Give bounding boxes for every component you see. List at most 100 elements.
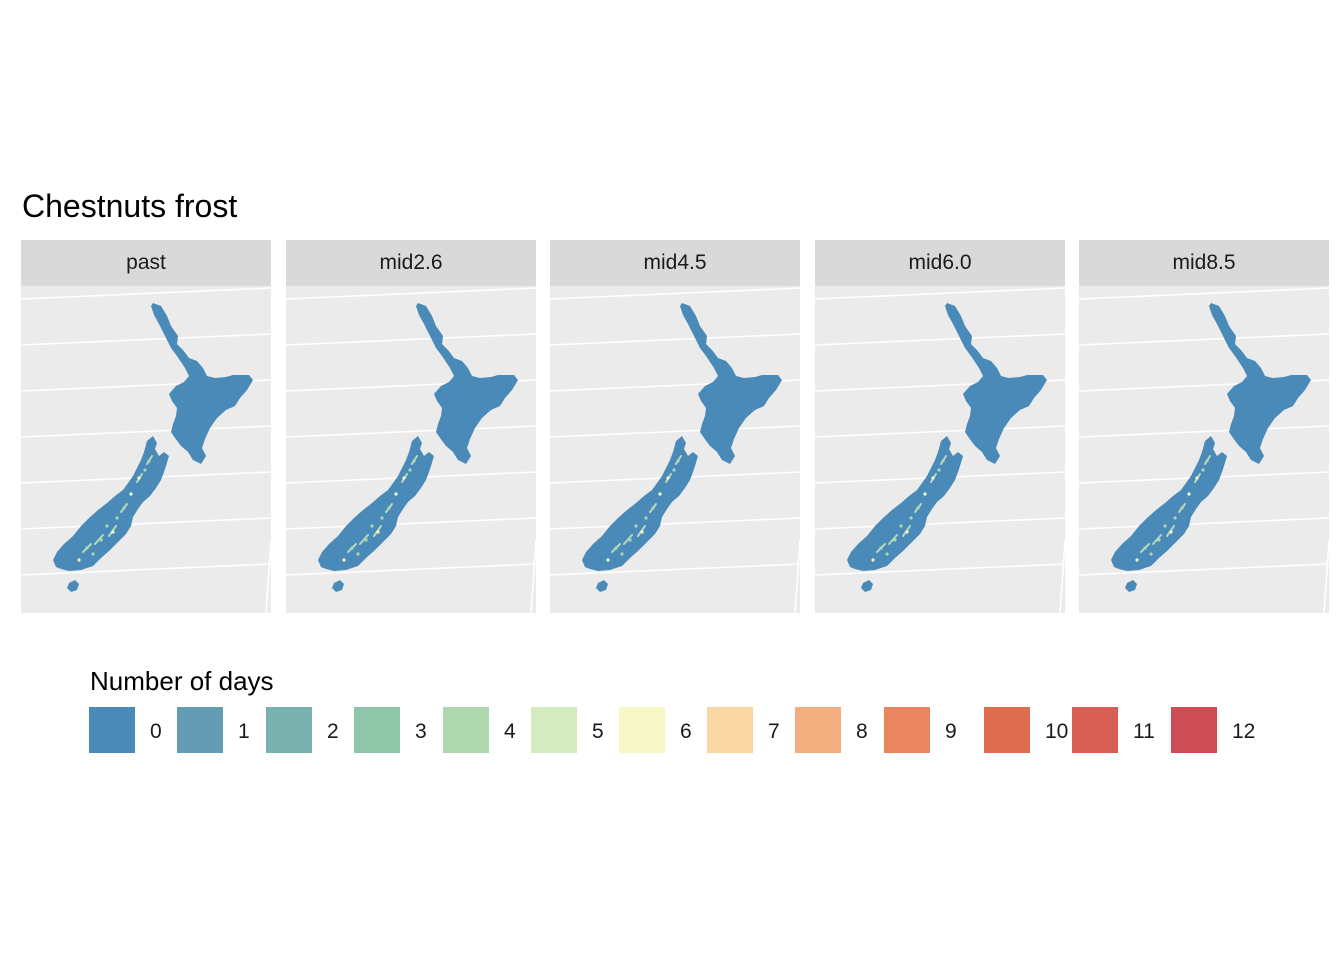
legend-label: 6: [680, 720, 692, 743]
frost-cell: [376, 530, 380, 534]
facet-strip-label: mid4.5: [550, 240, 800, 286]
frost-cell: [885, 552, 889, 556]
frost-cell: [941, 459, 945, 463]
south-island: [53, 436, 169, 571]
graticule-line: [815, 287, 1065, 300]
graticule-line: [815, 517, 1065, 530]
frost-cell: [634, 524, 638, 528]
facet-strip-label: mid8.5: [1079, 240, 1329, 286]
facet-panel-mid4-5: mid4.5: [550, 240, 800, 613]
nz-map: [815, 287, 1065, 613]
facet-strip-label: mid2.6: [286, 240, 536, 286]
north-island: [151, 303, 253, 464]
frost-cell: [676, 459, 680, 463]
frost-cell: [666, 476, 670, 480]
graticule-line: [1323, 540, 1329, 613]
frost-cell: [85, 546, 89, 550]
facet-panel-mid6-0: mid6.0: [815, 240, 1065, 613]
frost-cell: [1187, 492, 1191, 496]
frost-cell: [91, 552, 95, 556]
legend-key-8: [795, 707, 841, 753]
frost-cell: [1169, 530, 1173, 534]
frost-cell: [1180, 506, 1184, 510]
graticule-line: [21, 287, 271, 300]
frost-cell: [651, 506, 655, 510]
facet-strip-label: mid6.0: [815, 240, 1065, 286]
frost-cell: [356, 552, 360, 556]
frost-cell: [1157, 538, 1161, 542]
chart-title: Chestnuts frost: [22, 188, 238, 224]
stewart-island: [332, 580, 344, 592]
graticule-line: [550, 563, 800, 576]
frost-cell: [99, 538, 103, 542]
frost-cell: [899, 524, 903, 528]
legend-key-6: [619, 707, 665, 753]
legend-key-3: [354, 707, 400, 753]
frost-cell: [122, 506, 126, 510]
frost-cell: [893, 538, 897, 542]
graticule-line: [815, 425, 1065, 438]
south-island: [1111, 436, 1227, 571]
frost-cell: [905, 530, 909, 534]
graticule-line: [1079, 517, 1329, 530]
legend-label: 0: [150, 720, 162, 743]
graticule-line: [550, 333, 800, 346]
legend-key-9: [884, 707, 930, 753]
south-island: [318, 436, 434, 571]
graticule-line: [21, 333, 271, 346]
graticule-line: [815, 333, 1065, 346]
graticule-line: [265, 540, 271, 613]
map-panel: [1079, 286, 1329, 613]
frost-cell: [115, 516, 119, 520]
graticule-line: [286, 517, 536, 530]
facet-panel-past: past: [21, 240, 271, 613]
legend-label: 7: [768, 720, 780, 743]
nz-map: [286, 287, 536, 613]
frost-cell: [937, 468, 941, 472]
north-island: [416, 303, 518, 464]
facet-panel-mid8-5: mid8.5: [1079, 240, 1329, 613]
nz-map: [1079, 287, 1329, 613]
north-island: [680, 303, 782, 464]
graticule-line: [1079, 333, 1329, 346]
frost-cell: [1149, 552, 1153, 556]
frost-cell: [380, 516, 384, 520]
legend-label: 1: [238, 720, 250, 743]
frost-cell: [1201, 468, 1205, 472]
legend-label: 4: [504, 720, 516, 743]
frost-cell: [412, 459, 416, 463]
frost-cell: [658, 492, 662, 496]
nz-map: [21, 287, 271, 613]
frost-cell: [137, 476, 141, 480]
frost-cell: [129, 492, 133, 496]
graticule-line: [286, 287, 536, 300]
frost-cell: [640, 530, 644, 534]
frost-cell: [350, 546, 354, 550]
graticule-line: [794, 540, 800, 613]
stewart-island: [861, 580, 873, 592]
frost-cell: [620, 552, 624, 556]
south-island: [847, 436, 963, 571]
south-island: [582, 436, 698, 571]
frost-cell: [672, 468, 676, 472]
graticule-line: [21, 517, 271, 530]
facet-strip-label: past: [21, 240, 271, 286]
frost-cell: [628, 538, 632, 542]
frost-cell: [879, 546, 883, 550]
frost-cell: [1163, 524, 1167, 528]
legend-key-11: [1072, 707, 1118, 753]
north-island: [945, 303, 1047, 464]
frost-cell: [342, 558, 346, 562]
frost-cell: [1205, 459, 1209, 463]
frost-cell: [143, 468, 147, 472]
frost-cell: [111, 530, 115, 534]
frost-cell: [387, 506, 391, 510]
graticule-line: [21, 425, 271, 438]
frost-cell: [147, 459, 151, 463]
legend-label: 5: [592, 720, 604, 743]
legend-title: Number of days: [90, 666, 274, 696]
legend-label: 9: [945, 720, 957, 743]
legend-key-2: [266, 707, 312, 753]
legend-key-7: [707, 707, 753, 753]
frost-cell: [394, 492, 398, 496]
